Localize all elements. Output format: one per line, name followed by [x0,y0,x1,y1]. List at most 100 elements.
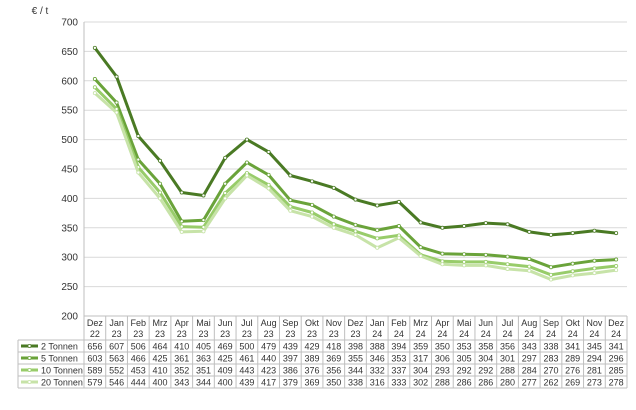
data-label: 278 [609,377,624,387]
data-label: 405 [196,341,211,351]
data-label: 293 [435,365,450,375]
data-point [505,266,510,271]
data-label: 289 [565,353,580,363]
x-tick-label: Mrz [413,318,428,328]
data-label: 286 [457,377,472,387]
data-point [592,266,597,271]
x-tick-label: 24 [481,329,491,339]
data-label: 353 [457,341,472,351]
data-label: 656 [87,341,102,351]
data-label: 305 [457,353,472,363]
data-point [266,149,271,154]
data-point [483,252,488,257]
x-tick-label: 24 [568,329,578,339]
data-label: 283 [543,353,558,363]
x-tick-label: Mai [457,318,472,328]
data-point [353,229,358,234]
data-label: 352 [174,365,189,375]
data-label: 269 [565,377,580,387]
data-label: 317 [413,353,428,363]
x-tick-label: 23 [198,329,208,339]
data-label: 344 [348,365,363,375]
data-label: 425 [153,353,168,363]
data-point [505,262,510,267]
data-point [527,268,532,273]
data-point [331,214,336,219]
legend-label: 10 Tonnen [41,365,83,375]
data-label: 389 [305,353,320,363]
x-tick-label: 23 [329,329,339,339]
data-label: 400 [218,377,233,387]
data-label: 341 [565,341,580,351]
data-label: 439 [239,377,254,387]
data-point [244,173,249,178]
data-label: 337 [391,365,406,375]
data-label: 281 [587,365,602,375]
data-point [483,259,488,264]
x-tick-label: 23 [285,329,295,339]
data-label: 369 [326,353,341,363]
y-axis-label: € / t [32,6,49,17]
data-label: 425 [218,353,233,363]
data-point [331,225,336,230]
x-tick-label: 24 [437,329,447,339]
data-point [548,272,553,277]
data-label: 409 [218,365,233,375]
data-point [548,277,553,282]
data-label: 369 [305,377,320,387]
data-label: 350 [435,341,450,351]
x-tick-label: Dez [608,318,625,328]
data-label: 353 [391,353,406,363]
x-tick-label: Nov [586,318,603,328]
data-label: 285 [609,365,624,375]
data-label: 359 [413,341,428,351]
x-tick-label: Jan [370,318,385,328]
x-tick-label: 23 [220,329,230,339]
data-label: 563 [109,353,124,363]
data-point [353,232,358,237]
data-point [201,193,206,198]
x-tick-label: Jul [502,318,514,328]
data-label: 286 [478,377,493,387]
data-label: 304 [478,353,493,363]
y-tick-label: 350 [61,223,78,234]
x-tick-label: 23 [112,329,122,339]
data-label: 304 [413,365,428,375]
data-point [201,218,206,223]
data-point [158,196,163,201]
data-point [570,273,575,278]
x-tick-label: 23 [350,329,360,339]
data-label: 607 [109,341,124,351]
data-label: 603 [87,353,102,363]
data-point [375,236,380,241]
data-point [266,186,271,191]
x-tick-label: 24 [416,329,426,339]
data-label: 288 [500,365,515,375]
data-label: 386 [283,365,298,375]
data-point [570,261,575,266]
data-label: 453 [131,365,146,375]
data-point [462,259,467,264]
data-label: 280 [500,377,515,387]
data-label: 464 [153,341,168,351]
data-point [353,222,358,227]
data-point [483,221,488,226]
legend-label: 5 Tonnen [41,353,78,363]
x-tick-label: 23 [307,329,317,339]
x-tick-label: 24 [589,329,599,339]
data-point [440,251,445,256]
data-label: 363 [196,353,211,363]
data-point [179,229,184,234]
data-label: 400 [153,377,168,387]
data-point [570,231,575,236]
data-label: 284 [522,365,537,375]
y-tick-label: 600 [61,76,78,87]
data-table: Dez22Jan23Feb23Mrz23Apr23Mai23Jun23Jul23… [17,315,628,389]
y-tick-label: 400 [61,194,78,205]
data-label: 444 [131,377,146,387]
legend-marker [27,379,32,384]
data-point [92,91,97,96]
data-point [505,222,510,227]
data-point [92,85,97,90]
data-label: 333 [391,377,406,387]
